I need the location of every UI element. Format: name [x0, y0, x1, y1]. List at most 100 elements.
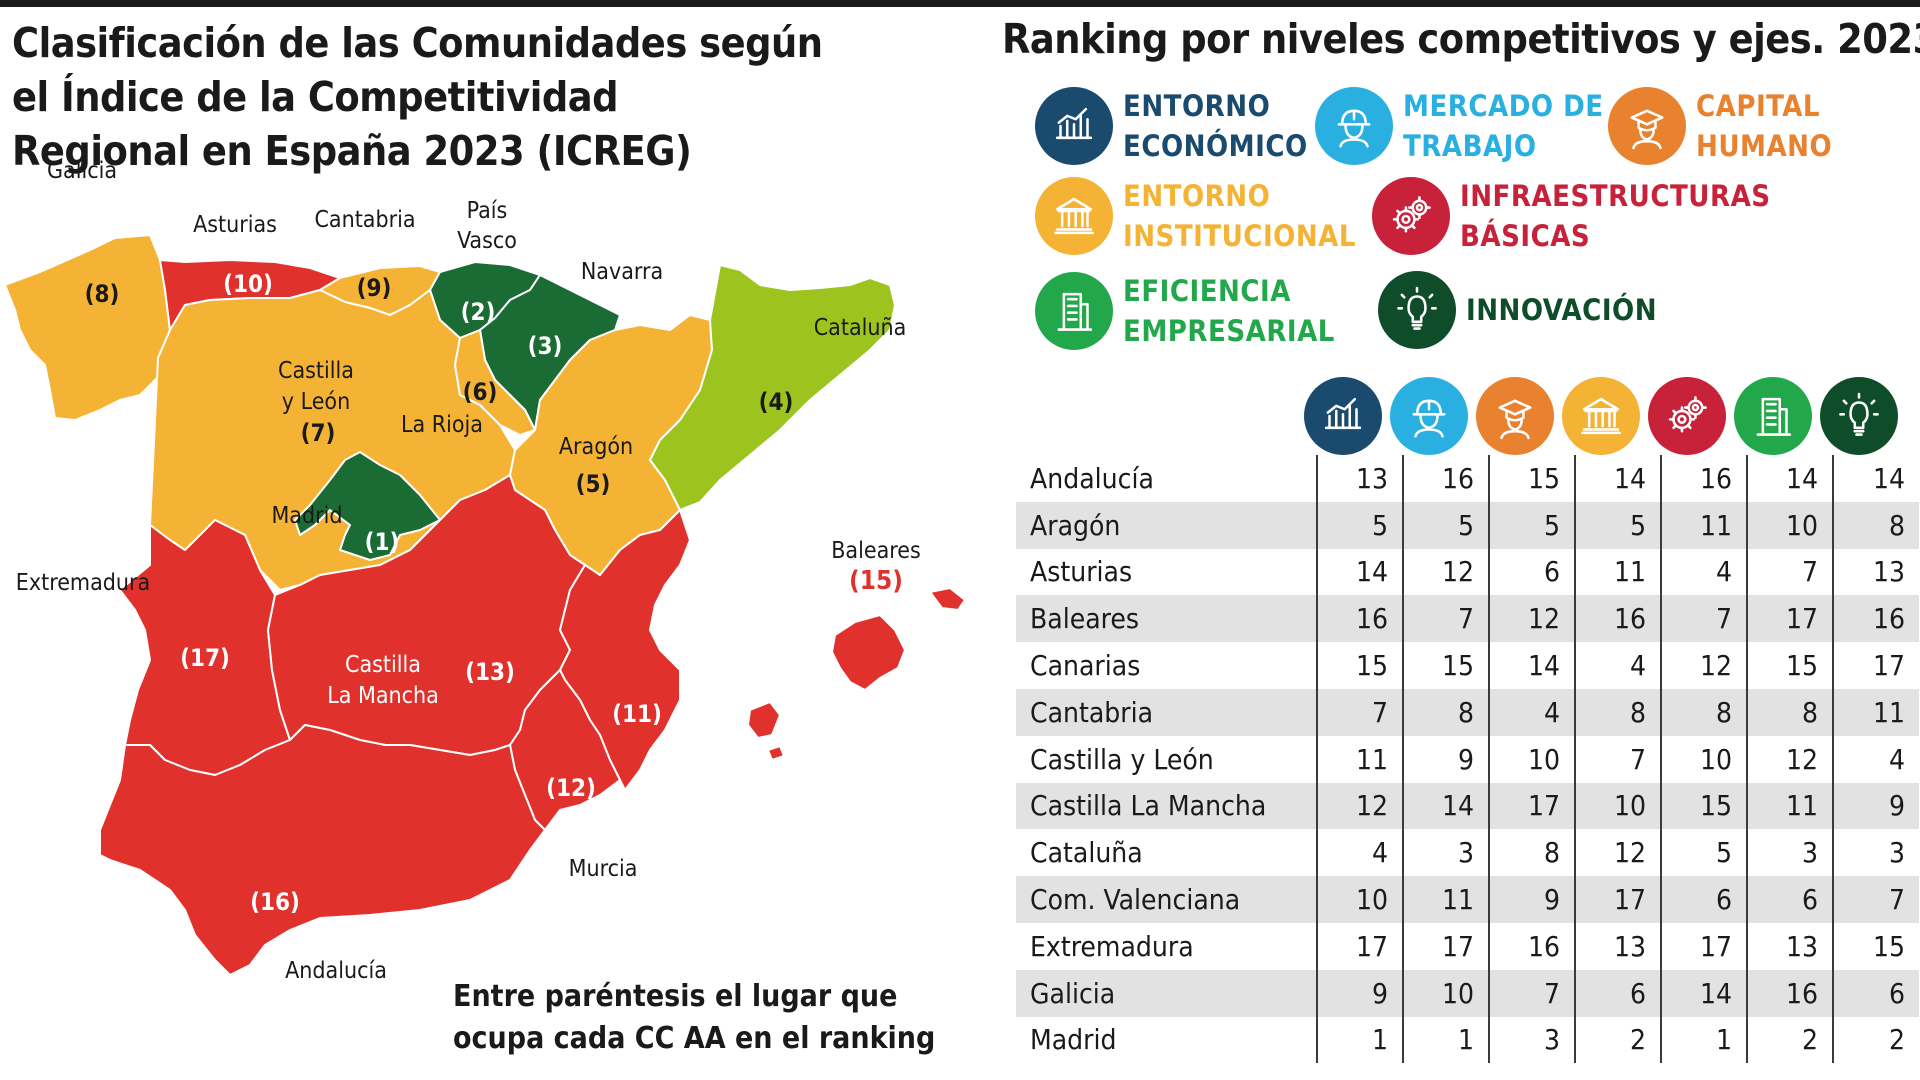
legend-label: MERCADO DE TRABAJO: [1403, 86, 1604, 166]
row-region-name: Asturias: [1030, 555, 1133, 589]
legend-label-line: MERCADO DE: [1403, 89, 1604, 123]
table-row: Extremadura 17 17 16 13 17 13 15: [1016, 922, 1919, 970]
rank-cell: 4: [1832, 735, 1919, 783]
rank-cell: 8: [1746, 688, 1833, 736]
region-rank-castilla-la-mancha: (13): [465, 658, 515, 686]
rank-cell: 3: [1402, 829, 1489, 877]
rank-cell: 9: [1316, 969, 1403, 1017]
worker-icon: [1315, 87, 1393, 165]
rank-cell: 10: [1660, 735, 1747, 783]
rank-cell: 13: [1746, 922, 1833, 970]
legend-label: ENTORNO ECONÓMICO: [1123, 86, 1308, 166]
rank-cell: 6: [1488, 548, 1575, 596]
table-row: Asturias 14 12 6 11 4 7 13: [1016, 548, 1919, 596]
rank-cell: 16: [1488, 922, 1575, 970]
rank-cell: 17: [1746, 595, 1833, 643]
table-row: Galicia 9 10 7 6 14 16 6: [1016, 969, 1919, 1017]
region-label-galicia: Galicia: [47, 158, 117, 184]
row-region-name: Canarias: [1030, 649, 1141, 683]
rank-cell: 15: [1746, 642, 1833, 689]
rank-cell: 16: [1832, 595, 1919, 643]
region-rank-navarra: (3): [528, 332, 563, 360]
rank-cell: 6: [1746, 876, 1833, 923]
rank-cell: 11: [1746, 782, 1833, 830]
legend-item: EFICIENCIA EMPRESARIAL: [1035, 271, 1335, 351]
rank-cell: 14: [1746, 455, 1833, 502]
rank-cell: 15: [1832, 922, 1919, 970]
region-label-andalucia: Andalucía: [285, 958, 387, 984]
rank-cell: 17: [1316, 922, 1403, 970]
region-baleares-formentera: [767, 745, 785, 761]
table-row: Madrid 1 1 3 2 1 2 2: [1016, 1016, 1919, 1064]
region-label-pais-vasco-1: País: [467, 198, 508, 224]
building-icon: [1035, 272, 1113, 350]
rank-cell: 12: [1660, 642, 1747, 689]
rank-cell: 4: [1660, 548, 1747, 596]
legend-label: INNOVACIÓN: [1466, 290, 1657, 330]
region-cataluna: [649, 264, 896, 511]
rank-cell: 7: [1660, 595, 1747, 643]
region-rank-extremadura: (17): [180, 644, 230, 672]
region-label-madrid: Madrid: [271, 503, 342, 529]
rank-cell: 15: [1660, 782, 1747, 830]
rank-cell: 13: [1316, 455, 1403, 502]
rank-cell: 10: [1316, 876, 1403, 923]
rank-cell: 16: [1402, 455, 1489, 502]
rank-cell: 3: [1488, 1016, 1575, 1064]
region-galicia: [4, 234, 171, 421]
column-worker-icon: [1390, 377, 1468, 455]
rank-cell: 17: [1402, 922, 1489, 970]
rank-cell: 14: [1402, 782, 1489, 830]
rank-cell: 14: [1316, 548, 1403, 596]
region-label-navarra: Navarra: [581, 259, 663, 285]
legend-label-line: EFICIENCIA: [1123, 274, 1291, 308]
legend-label-line: ENTORNO: [1123, 89, 1271, 123]
map-note: Entre paréntesis el lugar que ocupa cada…: [453, 976, 973, 1060]
rank-cell: 15: [1488, 455, 1575, 502]
legend-label: ENTORNO INSTITUCIONAL: [1123, 176, 1356, 256]
rank-cell: 1: [1402, 1016, 1489, 1064]
region-rank-pais-vasco: (2): [461, 298, 496, 326]
rank-cell: 14: [1660, 969, 1747, 1017]
rank-cell: 2: [1746, 1016, 1833, 1064]
rank-cell: 4: [1488, 688, 1575, 736]
rank-cell: 14: [1574, 455, 1661, 502]
region-rank-asturias: (10): [223, 270, 273, 298]
legend-label: CAPITAL HUMANO: [1696, 86, 1832, 166]
rank-cell: 10: [1746, 501, 1833, 549]
legend-label-line: INSTITUCIONAL: [1123, 219, 1356, 253]
map-note-line: ocupa cada CC AA en el ranking: [453, 1021, 936, 1056]
rank-cell: 1: [1316, 1016, 1403, 1064]
table-row: Cataluña 4 3 8 12 5 3 3: [1016, 829, 1919, 877]
spain-map: Galicia (8) Asturias (10) Cantabria (9) …: [4, 158, 966, 984]
column-bar-chart-icon: [1304, 377, 1382, 455]
rank-cell: 8: [1832, 501, 1919, 549]
rank-cell: 14: [1832, 455, 1919, 502]
region-rank-murcia: (12): [546, 774, 596, 802]
row-region-name: Cataluña: [1030, 836, 1143, 870]
rank-cell: 10: [1574, 782, 1661, 830]
row-region-name: Baleares: [1016, 595, 1317, 643]
region-label-cantabria: Cantabria: [314, 207, 415, 233]
region-baleares-mallorca: [831, 614, 906, 691]
rank-cell: 11: [1574, 548, 1661, 596]
rank-cell: 6: [1660, 876, 1747, 923]
rank-cell: 9: [1832, 782, 1919, 830]
rank-cell: 3: [1746, 829, 1833, 877]
legend-label: EFICIENCIA EMPRESARIAL: [1123, 271, 1335, 351]
rank-cell: 2: [1832, 1016, 1919, 1064]
rank-cell: 16: [1746, 969, 1833, 1017]
region-rank-castilla-y-leon: (7): [301, 419, 336, 447]
rank-cell: 7: [1488, 969, 1575, 1017]
rank-cell: 5: [1660, 829, 1747, 877]
legend-label-line: ENTORNO: [1123, 179, 1271, 213]
rank-cell: 4: [1316, 829, 1403, 877]
ranking-title: Ranking por niveles competitivos y ejes.…: [1002, 15, 1920, 63]
region-label-castilla-la-mancha-2: La Mancha: [327, 683, 439, 709]
table-row: Baleares 16 7 12 16 7 17 16: [1016, 595, 1919, 643]
column-institution-icon: [1562, 377, 1640, 455]
region-label-castilla-y-leon-2: y León: [282, 389, 350, 415]
legend-label-line: BÁSICAS: [1460, 219, 1591, 253]
legend-label-line: INFRAESTRUCTURAS: [1460, 179, 1771, 213]
rank-cell: 8: [1402, 688, 1489, 736]
